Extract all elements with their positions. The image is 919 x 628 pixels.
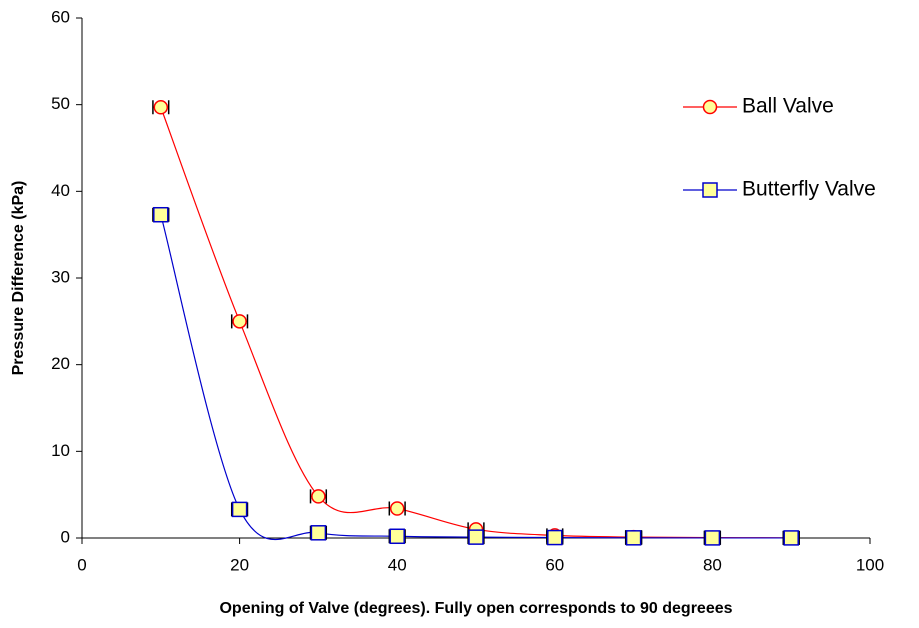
series-line <box>160 214 792 540</box>
y-tick-label: 50 <box>51 94 70 113</box>
marker <box>232 314 247 329</box>
y-tick-label: 60 <box>51 7 70 26</box>
legend-marker <box>702 99 718 115</box>
marker <box>153 206 169 223</box>
legend-marker <box>702 182 718 198</box>
marker <box>311 489 326 504</box>
x-tick-label: 100 <box>856 555 884 574</box>
marker <box>310 525 327 541</box>
y-tick-label: 30 <box>51 267 70 286</box>
y-tick-label: 20 <box>51 354 70 373</box>
marker <box>153 100 169 115</box>
x-tick-label: 40 <box>388 555 407 574</box>
x-tick-label: 20 <box>230 555 249 574</box>
marker <box>389 528 405 545</box>
legend-label: Butterfly Valve <box>742 178 876 201</box>
marker <box>231 501 248 518</box>
x-tick-label: 60 <box>545 555 564 574</box>
y-tick-label: 0 <box>61 527 70 546</box>
marker <box>468 529 484 545</box>
x-tick-label: 80 <box>703 555 722 574</box>
x-axis-title: Opening of Valve (degrees). Fully open c… <box>219 600 732 617</box>
x-tick-label: 0 <box>77 555 86 574</box>
marker <box>547 529 563 546</box>
y-axis-title: Pressure Difference (kPa) <box>10 181 27 376</box>
legend-label: Ball Valve <box>742 95 834 118</box>
y-tick-label: 10 <box>51 441 70 460</box>
marker <box>389 501 405 516</box>
marker <box>783 530 799 546</box>
marker <box>625 530 642 546</box>
series-line <box>160 107 792 539</box>
y-tick-label: 40 <box>51 181 70 200</box>
marker <box>704 530 721 546</box>
